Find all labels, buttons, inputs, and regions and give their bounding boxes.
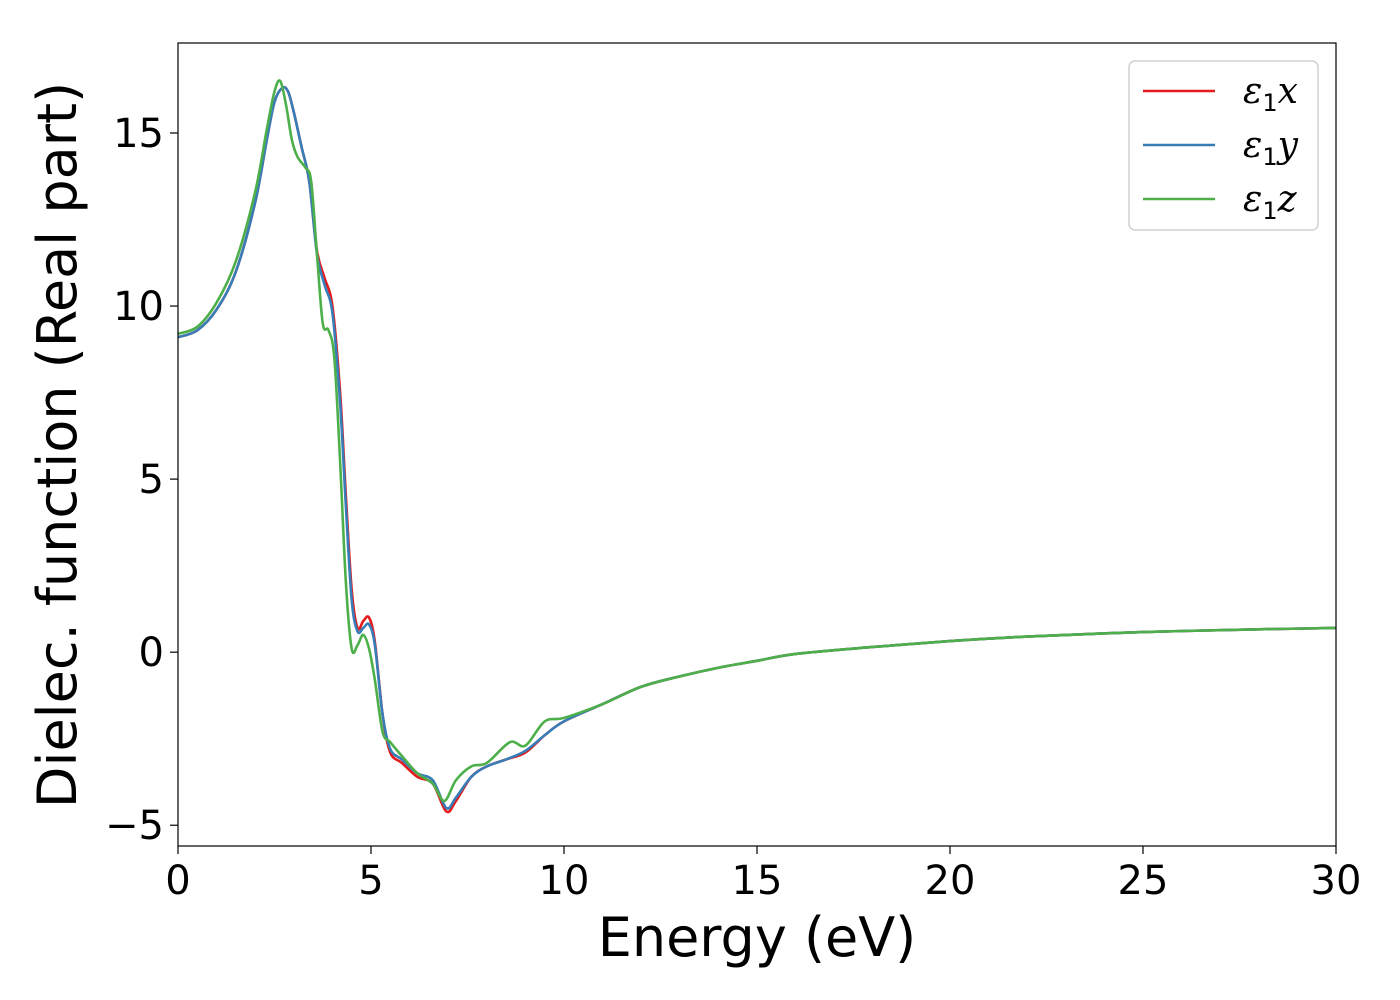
x-tick-label: 25: [1118, 858, 1169, 904]
y-axis: −5 0 5 10 15: [105, 111, 178, 849]
series-layer: [178, 79, 1336, 814]
x-axis: 0 5 10 15 20 25 30: [165, 846, 1361, 904]
y-tick-label: 0: [139, 630, 164, 676]
x-tick-label: 15: [732, 858, 783, 904]
x-tick-label: 20: [925, 858, 976, 904]
x-tick-label: 30: [1311, 858, 1362, 904]
legend-label-y: ε1y: [1243, 125, 1299, 171]
legend-label-x: ε1x: [1243, 71, 1298, 117]
y-axis-title: Dielec. function (Real part): [26, 82, 89, 808]
y-tick-label: 5: [139, 457, 164, 503]
legend: ε1x ε1y ε1z: [1128, 60, 1319, 231]
legend-label-z: ε1z: [1243, 179, 1298, 225]
x-tick-label: 5: [358, 858, 383, 904]
legend-box: [1128, 60, 1319, 231]
series-line-z: [178, 79, 1336, 803]
x-tick-label: 10: [539, 858, 590, 904]
y-tick-label: 15: [113, 111, 164, 157]
y-tick-label: −5: [105, 803, 164, 849]
y-tick-label: 10: [113, 284, 164, 330]
x-tick-label: 0: [165, 858, 190, 904]
x-axis-title: Energy (eV): [598, 906, 917, 969]
